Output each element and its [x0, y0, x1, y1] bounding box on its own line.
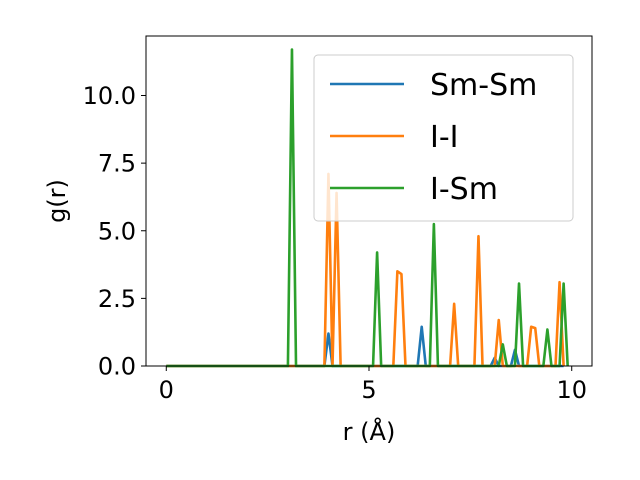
- ticks-layer: 0 5 10 0.0 2.5 5.0 7.5 10.0: [83, 82, 587, 404]
- y-tick-label: 2.5: [98, 285, 136, 313]
- plot-area: 0 5 10 0.0 2.5 5.0 7.5 10.0: [83, 35, 593, 404]
- x-tick-label: 0: [159, 376, 174, 404]
- y-axis-label: g(r): [43, 179, 71, 223]
- y-tick-label: 5.0: [98, 217, 136, 245]
- x-axis-label: r (Å): [343, 417, 396, 446]
- axes-frame: [145, 35, 593, 367]
- legend-box: [313, 54, 574, 222]
- y-tick-label: 10.0: [83, 82, 136, 110]
- legend-label-i-i: I-I: [430, 120, 459, 155]
- legend-label-i-sm: I-Sm: [430, 172, 498, 207]
- legend: Sm-Sm I-I I-Sm: [313, 54, 574, 222]
- y-tick-label: 0.0: [98, 353, 136, 381]
- x-tick-label: 5: [361, 376, 376, 404]
- x-tick-label: 10: [556, 376, 587, 404]
- legend-label-sm-sm: Sm-Sm: [430, 68, 537, 103]
- y-tick-label: 7.5: [98, 150, 136, 178]
- legend-entries: Sm-Sm I-I I-Sm: [330, 68, 537, 207]
